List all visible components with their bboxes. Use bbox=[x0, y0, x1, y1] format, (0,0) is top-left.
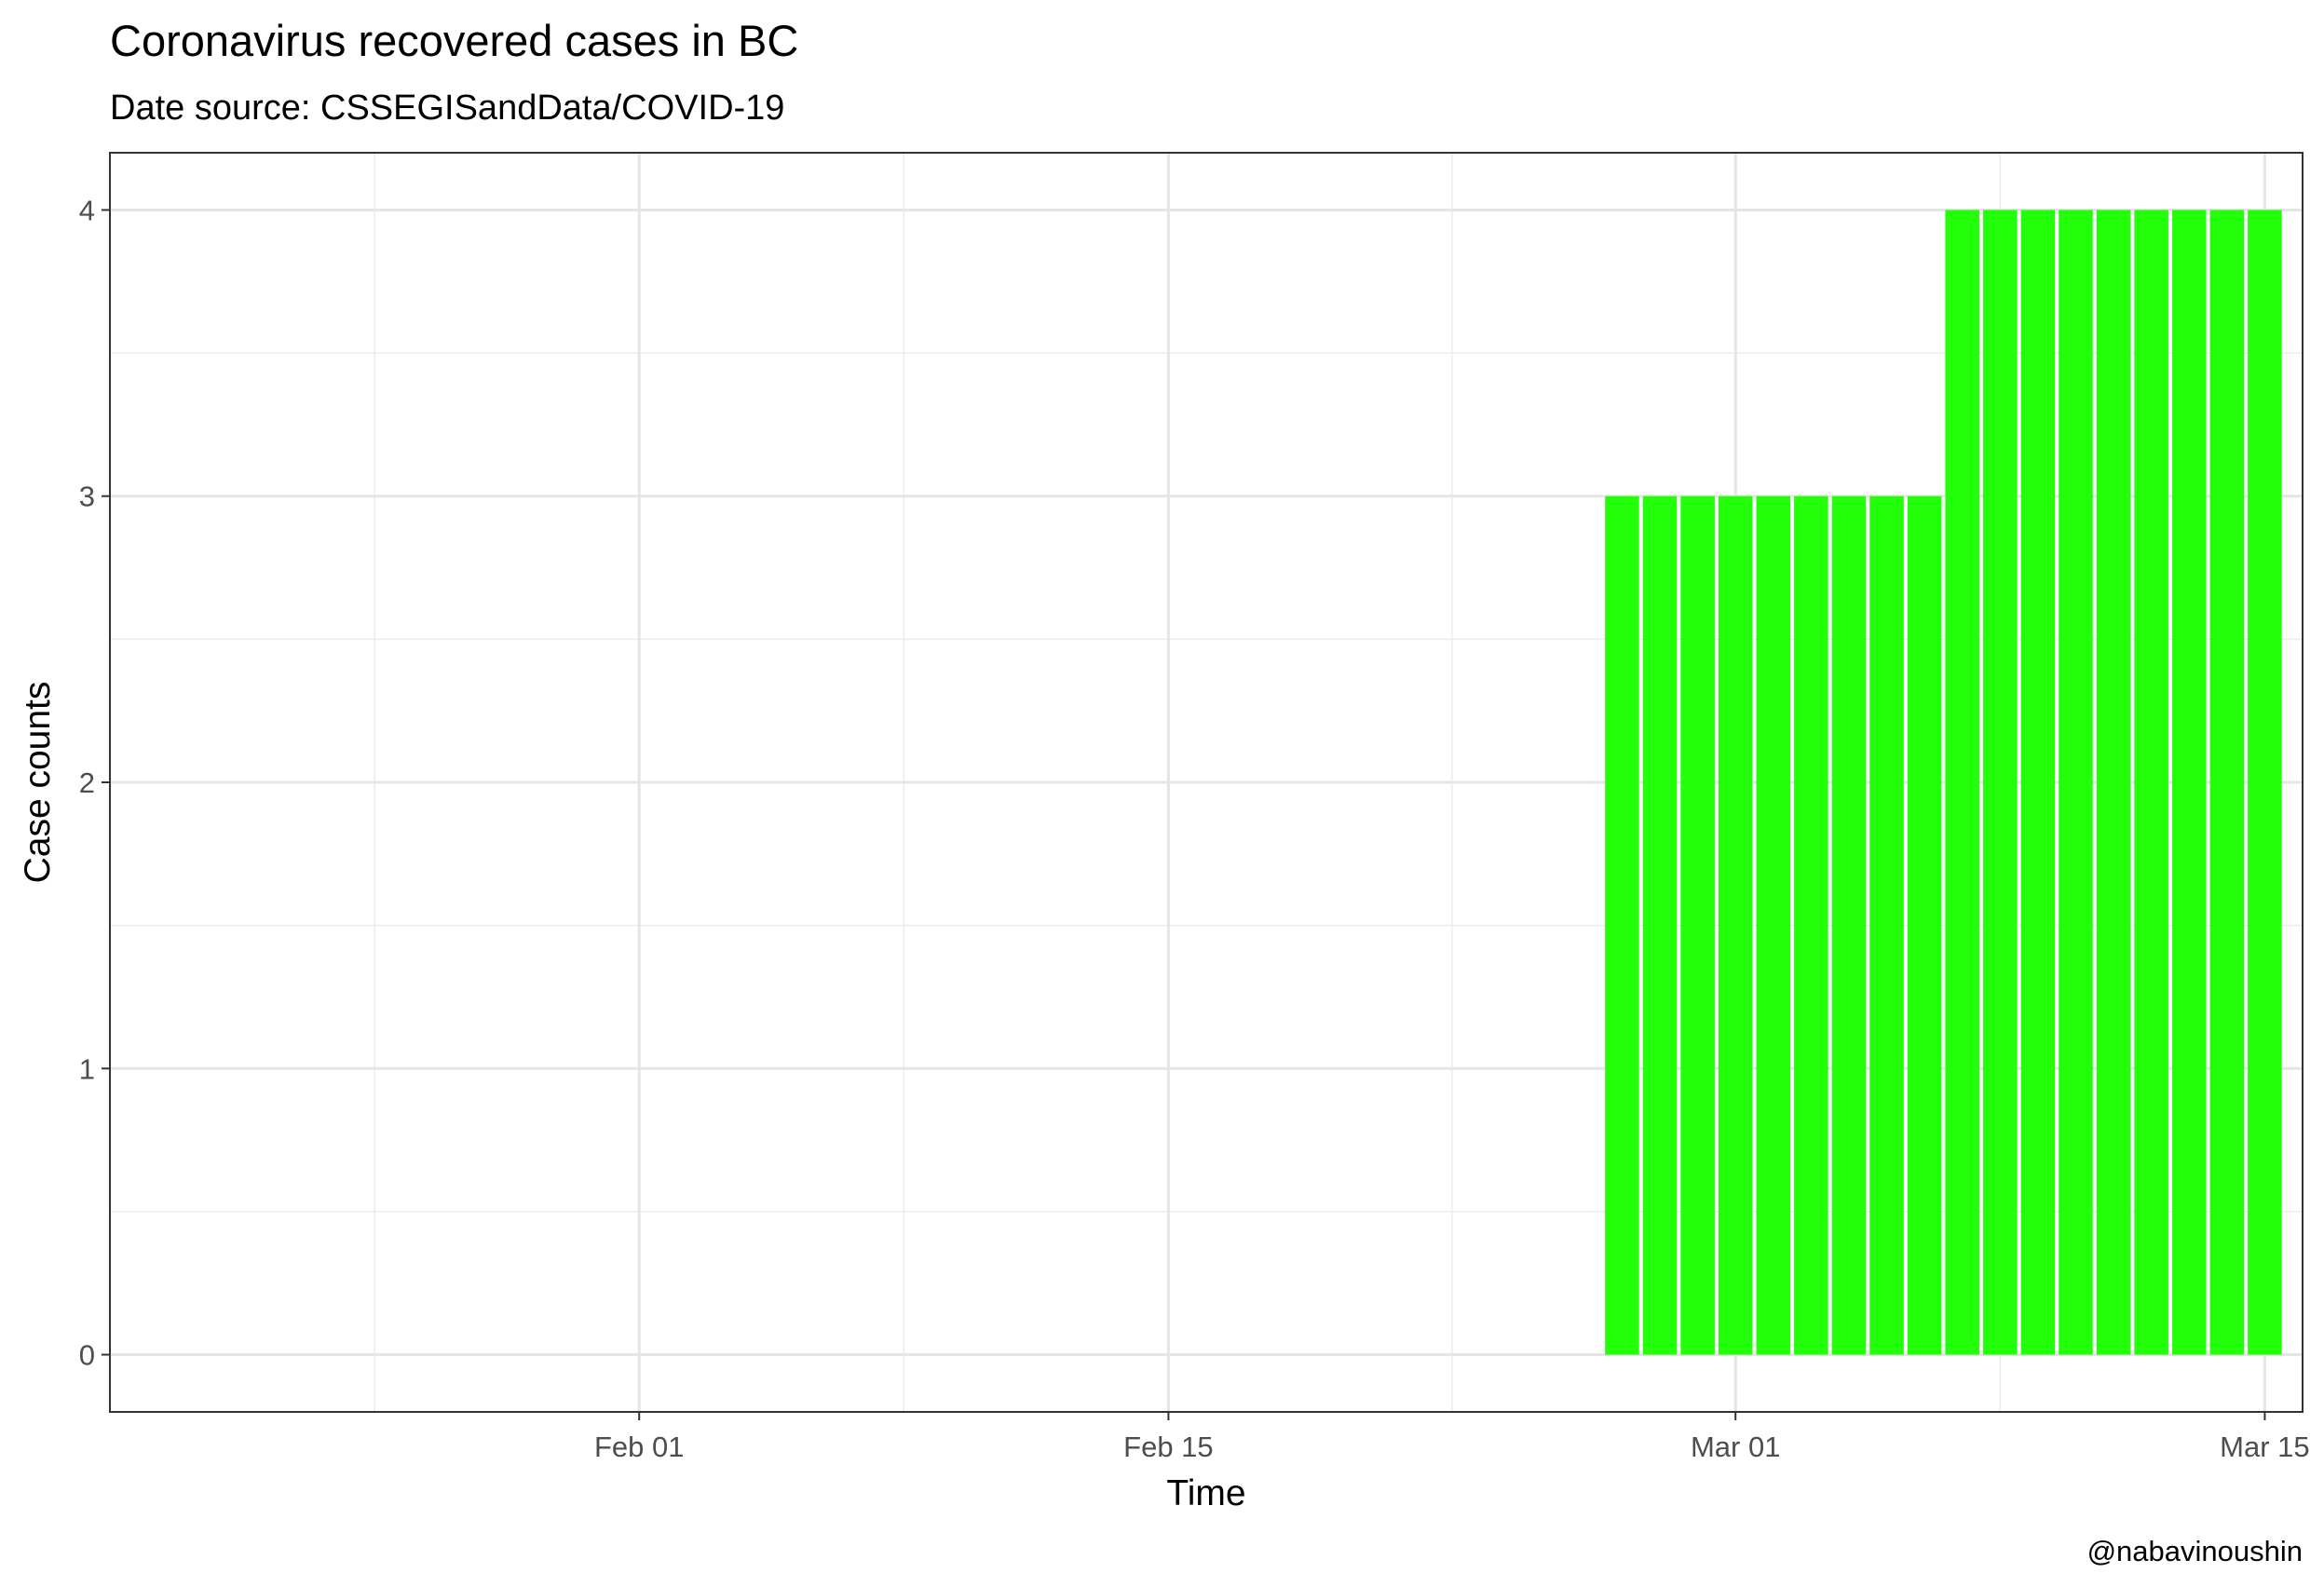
bar bbox=[1907, 495, 1942, 1355]
bar bbox=[2059, 210, 2093, 1355]
x-tick-label: Mar 01 bbox=[1691, 1431, 1780, 1463]
bar bbox=[1605, 495, 1639, 1355]
x-axis-title: Time bbox=[1166, 1473, 1245, 1513]
y-tick-label: 4 bbox=[79, 194, 95, 226]
bar bbox=[1831, 495, 1867, 1355]
y-tick-label: 0 bbox=[79, 1339, 95, 1372]
bar bbox=[2096, 210, 2131, 1355]
y-tick-label: 3 bbox=[79, 481, 95, 513]
y-tick-label: 2 bbox=[79, 766, 95, 799]
x-axis: Feb 01 Feb 15 Mar 01 Mar 15 bbox=[594, 1412, 2310, 1463]
x-tick-label: Feb 01 bbox=[594, 1431, 685, 1463]
bar bbox=[1794, 495, 1828, 1355]
chart-title: Coronavirus recovered cases in BC bbox=[110, 16, 798, 65]
bar bbox=[2020, 210, 2056, 1355]
bar bbox=[1983, 210, 2018, 1355]
bar bbox=[1945, 210, 1979, 1355]
bar bbox=[1869, 495, 1904, 1355]
x-tick-label: Feb 15 bbox=[1123, 1431, 1214, 1463]
y-axis: 0 1 2 3 4 bbox=[79, 194, 110, 1372]
bar bbox=[2248, 210, 2282, 1355]
bar bbox=[1718, 495, 1753, 1355]
bar bbox=[1756, 495, 1791, 1355]
bar bbox=[2171, 210, 2207, 1355]
bar bbox=[1680, 495, 1715, 1355]
bar bbox=[1642, 495, 1678, 1355]
chart-subtitle: Date source: CSSEGISandData/COVID-19 bbox=[110, 88, 784, 128]
bar bbox=[2134, 210, 2168, 1355]
y-axis-title: Case counts bbox=[18, 682, 58, 884]
y-tick-label: 1 bbox=[79, 1052, 95, 1085]
x-tick-label: Mar 15 bbox=[2220, 1431, 2309, 1463]
bar bbox=[2209, 210, 2245, 1355]
chart-caption: @nabavinoushin bbox=[2087, 1535, 2303, 1567]
bars bbox=[1605, 210, 2282, 1355]
